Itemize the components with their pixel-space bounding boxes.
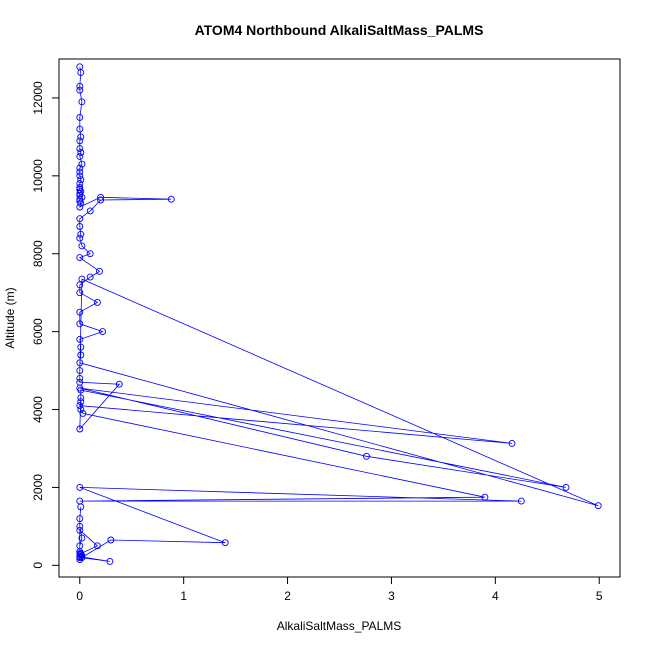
data-point-6 <box>76 125 84 133</box>
x-axis-label: AlkaliSaltMass_PALMS <box>277 619 402 633</box>
data-point-47 <box>76 335 84 343</box>
data-point-54 <box>76 374 84 382</box>
data-point-73 <box>107 536 115 544</box>
x-tick-label-3: 3 <box>388 589 395 603</box>
series-line-0 <box>78 66 599 562</box>
data-point-42 <box>76 289 84 297</box>
y-tick-label-1: 2000 <box>31 474 45 501</box>
y-tick-label-5: 10000 <box>31 159 45 193</box>
x-axis: 0 1 2 3 4 5 <box>76 576 603 603</box>
data-point-1 <box>77 69 85 77</box>
data-point-38 <box>76 254 84 262</box>
data-point-13 <box>76 164 84 172</box>
data-point-48 <box>77 343 85 351</box>
data-point-14 <box>76 168 84 176</box>
data-point-65 <box>77 386 85 394</box>
data-point-82 <box>106 557 114 565</box>
data-point-46 <box>99 328 107 336</box>
chart-title: ATOM4 Northbound AlkaliSaltMass_PALMS <box>195 22 484 38</box>
data-point-45 <box>76 320 84 328</box>
data-point-40 <box>86 273 94 281</box>
data-point-57 <box>76 425 84 433</box>
x-tick-label-5: 5 <box>596 589 603 603</box>
y-tick-label-3: 6000 <box>31 318 45 345</box>
x-tick-label-4: 4 <box>492 589 499 603</box>
data-point-85 <box>76 550 84 558</box>
data-point-49 <box>77 351 85 359</box>
data-point-16 <box>77 176 85 184</box>
data-point-89 <box>76 515 84 523</box>
data-point-90 <box>77 503 85 511</box>
y-axis: 0 2000 4000 6000 8000 10000 12000 <box>31 81 60 569</box>
data-point-66 <box>77 406 85 413</box>
data-point-76 <box>76 526 84 534</box>
x-tick-label-2: 2 <box>284 589 291 603</box>
data-point-35 <box>76 234 84 242</box>
data-point-41 <box>76 281 84 289</box>
data-point-87 <box>78 534 86 542</box>
data-point-15 <box>76 172 84 180</box>
data-point-34 <box>77 230 85 238</box>
data-point-26 <box>77 199 85 207</box>
data-point-7 <box>77 133 85 141</box>
data-point-60 <box>76 402 84 410</box>
data-point-53 <box>76 367 84 375</box>
data-point-8 <box>76 137 84 145</box>
data-point-72 <box>221 539 229 547</box>
data-point-58 <box>77 394 85 402</box>
data-point-10 <box>77 149 85 156</box>
data-point-32 <box>76 215 84 223</box>
data-point-88 <box>76 522 84 530</box>
data-point-59 <box>77 398 85 406</box>
data-point-70 <box>517 497 525 505</box>
data-point-4 <box>78 98 86 106</box>
data-point-68 <box>481 493 489 501</box>
data-point-27 <box>76 203 84 211</box>
data-point-77 <box>93 542 101 550</box>
data-point-5 <box>76 113 84 121</box>
data-point-30 <box>97 196 105 204</box>
data-point-56 <box>115 380 123 388</box>
data-point-39 <box>96 267 103 275</box>
y-tick-label-2: 4000 <box>31 396 45 423</box>
data-point-61 <box>508 439 516 447</box>
data-point-43 <box>93 298 101 306</box>
y-tick-label-0: 0 <box>31 562 45 569</box>
data-point-67 <box>79 409 87 417</box>
data-point-37 <box>86 250 94 258</box>
data-point-83 <box>76 554 84 561</box>
series-group <box>76 63 602 565</box>
data-point-29 <box>167 195 175 203</box>
data-point-11 <box>76 152 84 160</box>
x-tick-label-1: 1 <box>180 589 187 603</box>
data-point-44 <box>76 308 84 316</box>
data-point-50 <box>76 359 84 367</box>
data-point-71 <box>76 483 84 491</box>
data-point-3 <box>76 86 84 94</box>
x-tick-label-0: 0 <box>76 589 83 603</box>
data-point-12 <box>78 160 86 168</box>
data-point-63 <box>363 452 370 460</box>
data-point-51 <box>594 502 602 510</box>
data-point-2 <box>76 82 84 90</box>
y-tick-label-6: 12000 <box>31 81 45 115</box>
plot-frame <box>58 58 621 578</box>
data-point-9 <box>76 145 84 153</box>
data-point-33 <box>76 223 84 230</box>
y-tick-label-4: 8000 <box>31 240 45 267</box>
data-point-36 <box>78 242 86 250</box>
data-point-31 <box>86 207 94 215</box>
y-axis-label: Altitude (m) <box>3 287 17 348</box>
data-point-24 <box>76 195 84 203</box>
data-point-64 <box>562 483 570 491</box>
data-point-52 <box>78 275 86 283</box>
data-point-86 <box>76 542 84 550</box>
data-point-28 <box>97 193 105 201</box>
